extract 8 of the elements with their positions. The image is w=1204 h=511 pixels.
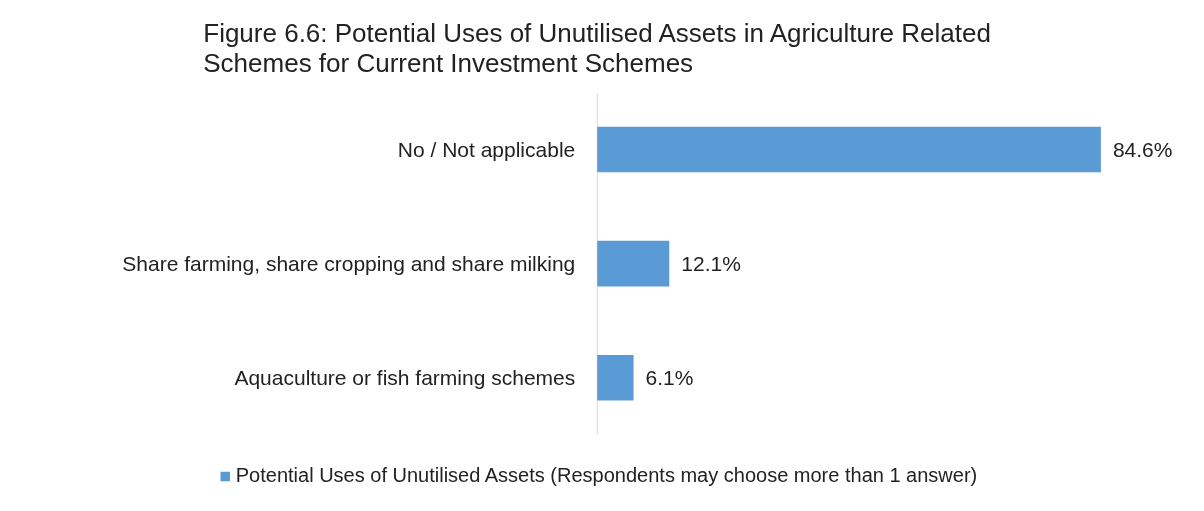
data-label: 6.1% — [645, 366, 694, 390]
data-label: 84.6% — [1112, 138, 1173, 162]
chart-title: Figure 6.6: Potential Uses of Unutilised Assets in Agriculture Related Schemes for Current Investment Schemes — [203, 17, 991, 78]
y-tick-label: No / Not applicable — [397, 138, 576, 162]
y-tick-label: Share farming, share cropping and share milking — [122, 252, 576, 276]
y-tick-label: Aquaculture or fish farming schemes — [234, 366, 576, 390]
data-label: 12.1% — [681, 252, 741, 276]
legend-label: Potential Uses of Unutilised Assets (Respondents may choose more than 1 answer) — [235, 464, 978, 487]
